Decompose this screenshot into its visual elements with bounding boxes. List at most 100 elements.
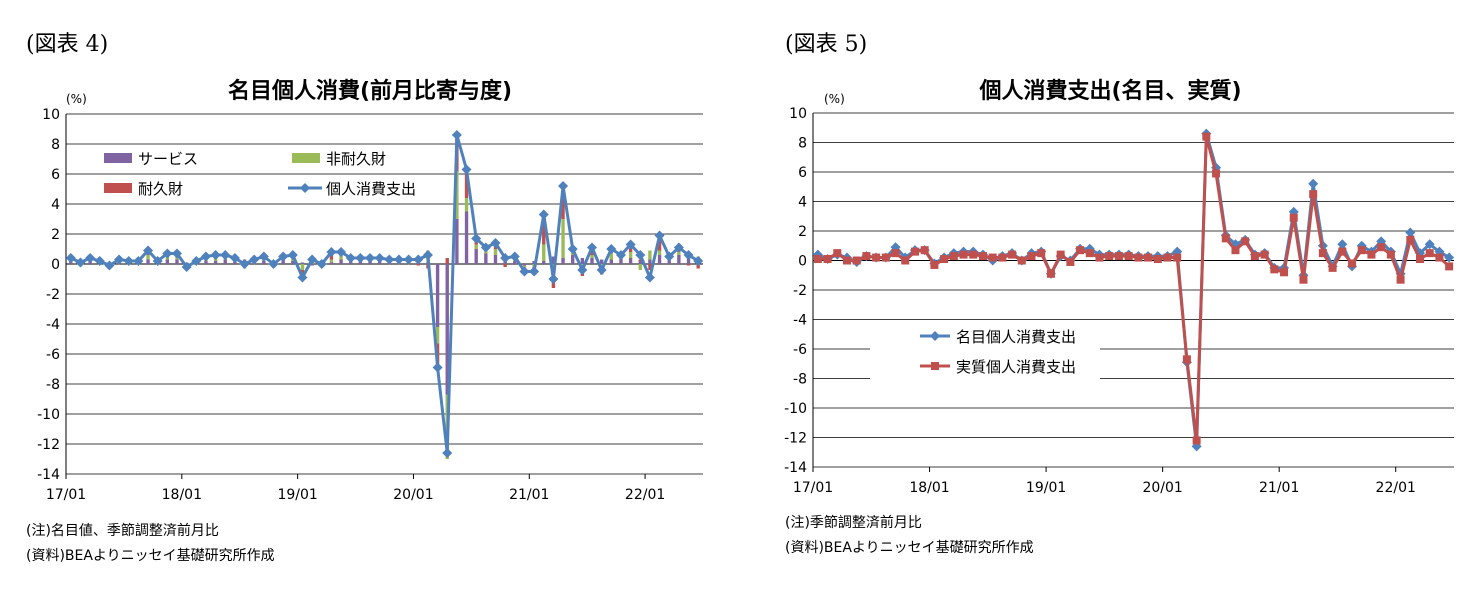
bar-耐久財 [464,169,469,198]
data-point [1357,246,1366,255]
chart-title: 名目個人消費(前月比寄与度) [227,79,513,104]
data-point [872,253,881,262]
figure-4-panel: (図表 4) 名目個人消費(前月比寄与度) (%) 10 8 6 4 2 0 -2 -4 -6 -… [0,0,740,589]
data-point [384,254,395,265]
bar-サービス [590,258,594,264]
data-point [345,253,356,263]
data-point [920,246,929,255]
bar-非耐久財 [590,255,594,258]
y-tick-label: 0 [51,257,60,273]
data-point [577,265,588,275]
data-point [152,256,163,266]
data-point [998,253,1007,262]
data-point [1134,253,1143,262]
data-point [1318,249,1327,258]
legend-label: 名目個人消費支出 [956,328,1076,346]
data-point [1076,246,1085,255]
bar-サービス [464,211,469,264]
data-point [596,265,607,275]
data-point [480,242,491,253]
legend-item: 非耐久財 [292,150,386,168]
bar-サービス [513,261,517,264]
y-tick-label: 10 [789,106,807,122]
bar-非耐久財 [657,250,662,255]
data-point [1308,178,1319,189]
footnote-source: (資料)BEAよりニッセイ基礎研究所作成 [26,548,275,564]
data-point [1182,355,1191,364]
data-point [239,259,250,269]
y-axis-unit: (%) [66,92,87,106]
data-point [85,253,96,263]
footnote-note: (注)季節調整済前月比 [785,515,922,531]
nominal-real-chart: 10 8 6 4 2 0 -2 -4 -6 -8 -10 -12 -14 17/01 18/01 19/01 2… [784,106,1455,496]
data-point [1406,235,1415,244]
data-point [1396,275,1405,284]
y-tick-label: 4 [798,195,807,211]
bar-サービス [223,259,227,264]
data-point [461,164,472,175]
y-tick-label: 8 [51,137,60,153]
data-point [1173,253,1182,262]
bar-耐久財 [686,264,691,266]
data-point [162,248,173,259]
bar-非耐久財 [542,244,546,261]
data-point [1037,249,1046,258]
data-point [1444,252,1455,263]
y-tick-label: -6 [793,342,807,358]
data-point [355,253,366,263]
data-point [104,260,115,271]
data-point [654,230,665,241]
data-point [664,251,675,262]
x-tick-label: 17/01 [793,480,833,496]
data-point [65,253,76,263]
data-point [1192,436,1201,445]
data-point [278,251,289,262]
data-point [693,256,704,266]
bar-耐久財 [696,264,700,269]
data-point [949,252,958,261]
data-point [1445,262,1454,271]
data-point [509,251,520,262]
data-point [1114,252,1123,261]
data-point [1008,250,1017,259]
data-point [297,272,308,283]
data-point [1105,252,1114,261]
y-tick-label: -12 [37,437,60,453]
data-point [307,254,318,265]
bar-非耐久財 [677,252,681,255]
data-point [959,250,968,259]
data-point [413,254,424,265]
bar-非耐久財 [638,264,642,270]
data-point [229,253,240,263]
data-point [200,251,211,262]
bar-サービス [204,261,208,264]
bar-非耐久財 [146,255,150,260]
legend-item: サービス [104,150,198,168]
data-point [374,253,385,263]
y-tick-label: -6 [46,347,60,363]
bar-サービス [435,264,440,327]
x-tick-label: 18/01 [909,480,949,496]
legend-label: サービス [138,150,198,168]
data-point [422,250,433,260]
data-point [852,256,861,265]
contribution-chart: 10 8 6 4 2 0 -2 -4 -6 -8 -10 -12 -14 17/01 18/01 19/01 2… [37,107,704,503]
bar-サービス [609,259,613,264]
y-axis-unit: (%) [824,92,845,106]
data-point [1405,227,1416,238]
data-point [833,249,842,258]
legend-label: 個人消費支出 [326,180,416,198]
bar-サービス [493,255,498,264]
legend-swatch-marker [300,183,310,193]
data-point [1241,237,1250,246]
bar-耐久財 [445,258,449,264]
data-point [1202,132,1211,141]
data-point [644,272,655,283]
bar-非耐久財 [464,198,469,212]
data-point [471,233,482,244]
data-point [862,252,871,261]
y-tick-label: 2 [51,227,60,243]
data-point [1386,250,1395,259]
legend-label: 実質個人消費支出 [956,358,1076,376]
bar-サービス [532,261,536,264]
